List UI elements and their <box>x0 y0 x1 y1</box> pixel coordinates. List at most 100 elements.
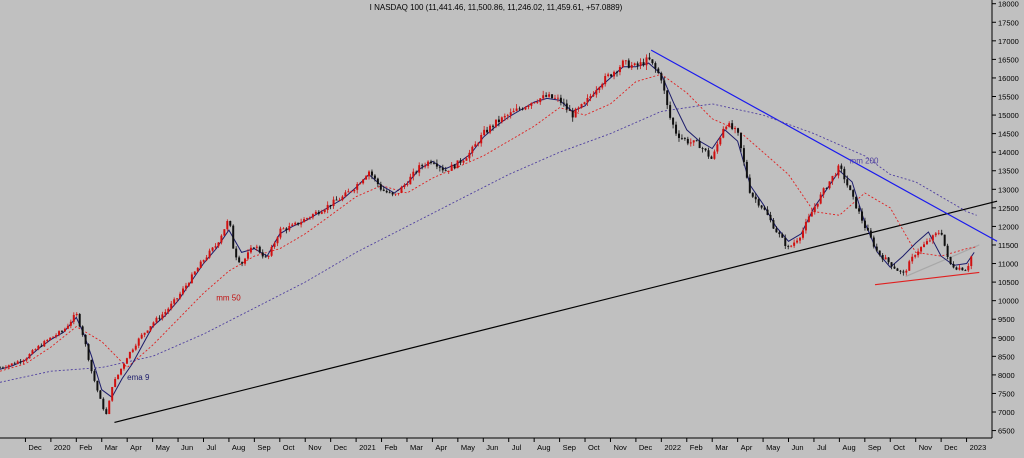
price-candle <box>418 165 421 173</box>
price-candle <box>861 211 864 221</box>
x-tick-label: May <box>156 443 170 452</box>
price-candle <box>167 308 170 312</box>
price-candle <box>232 225 235 249</box>
price-candle <box>757 199 760 206</box>
price-candle <box>450 164 453 171</box>
price-candle <box>704 148 707 151</box>
price-candle <box>571 110 574 118</box>
price-candle <box>675 124 678 134</box>
price-candle <box>964 270 967 272</box>
price-candle <box>881 255 884 260</box>
price-candle <box>244 258 247 264</box>
price-candle <box>362 179 365 184</box>
price-candle <box>925 241 928 245</box>
price-candle <box>229 220 232 226</box>
price-candle <box>506 115 509 117</box>
price-candle <box>574 108 577 118</box>
price-candle <box>214 246 217 248</box>
price-candle <box>940 232 943 235</box>
price-candle <box>60 331 63 332</box>
price-candle <box>155 317 158 323</box>
price-candle <box>869 230 872 238</box>
x-tick-label: Dec <box>944 443 958 452</box>
price-candle <box>270 246 273 256</box>
price-candle <box>226 220 229 230</box>
x-tick-label: Dec <box>334 443 348 452</box>
price-candle <box>368 171 371 177</box>
price-candle <box>577 107 580 109</box>
x-tick-label: 2023 <box>970 443 987 452</box>
price-candle <box>613 71 616 77</box>
price-candle <box>831 175 834 182</box>
price-candle <box>456 160 459 169</box>
price-candle <box>388 192 391 194</box>
price-candle <box>391 192 394 195</box>
y-tick-label: 14500 <box>998 130 1019 139</box>
price-candle <box>40 345 43 347</box>
price-candle <box>521 108 524 110</box>
price-candle <box>282 228 285 230</box>
x-tick-label: Apr <box>741 443 753 452</box>
x-tick-label: Sep <box>257 443 270 452</box>
price-candle <box>90 359 93 372</box>
price-candle <box>917 251 920 256</box>
x-tick-label: Feb <box>79 443 92 452</box>
price-candle <box>934 233 937 236</box>
y-tick-label: 8000 <box>998 371 1015 380</box>
price-candle <box>713 151 716 159</box>
price-candle <box>202 260 205 262</box>
price-candle <box>134 345 137 350</box>
price-candle <box>264 256 267 258</box>
price-candle <box>125 358 128 364</box>
price-candle <box>329 204 332 207</box>
price-candle <box>308 217 311 219</box>
price-candle <box>13 363 16 365</box>
price-candle <box>601 84 604 88</box>
price-candle <box>539 98 542 103</box>
price-candle <box>22 360 25 362</box>
price-candle <box>421 165 424 167</box>
y-tick-label: 18000 <box>998 0 1019 9</box>
price-candle <box>630 65 633 68</box>
price-candle <box>801 230 804 238</box>
price-candle <box>722 128 725 138</box>
x-tick-label: Oct <box>588 443 601 452</box>
price-candle <box>193 271 196 275</box>
price-candle <box>527 105 530 108</box>
price-candle <box>825 188 828 190</box>
price-candle <box>899 270 902 272</box>
price-candle <box>692 140 695 143</box>
y-tick-label: 14000 <box>998 148 1019 157</box>
price-candle <box>105 409 108 415</box>
price-candle <box>677 133 680 138</box>
price-candle <box>317 211 320 214</box>
price-candle <box>400 186 403 193</box>
price-candle <box>102 398 105 410</box>
price-candle <box>509 112 512 116</box>
y-tick-label: 9500 <box>998 315 1015 324</box>
price-candle <box>737 128 740 133</box>
price-candle <box>199 261 202 269</box>
price-candle <box>4 367 7 369</box>
price-candle <box>84 334 87 345</box>
price-candle <box>370 171 373 176</box>
price-candle <box>804 221 807 231</box>
price-candle <box>784 237 787 246</box>
price-candle <box>494 119 497 127</box>
x-tick-label: Jun <box>181 443 193 452</box>
price-candle <box>465 158 468 161</box>
price-candle <box>719 137 722 145</box>
price-candle <box>7 365 10 368</box>
price-candle <box>394 193 397 195</box>
y-tick-label: 15500 <box>998 93 1019 102</box>
price-candle <box>412 171 415 177</box>
price-candle <box>294 222 297 225</box>
price-candle <box>176 298 179 300</box>
price-candle <box>184 285 187 289</box>
price-candle <box>306 218 309 220</box>
price-candle <box>952 263 955 268</box>
y-tick-label: 13500 <box>998 167 1019 176</box>
x-tick-label: Apr <box>130 443 142 452</box>
price-candle <box>161 314 164 319</box>
price-candle <box>75 314 78 315</box>
